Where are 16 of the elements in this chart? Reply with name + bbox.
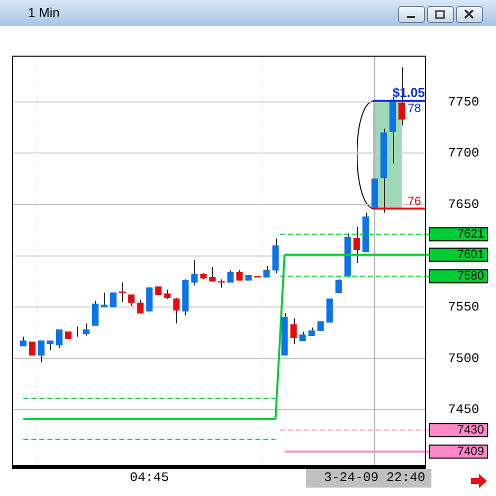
x-tick-label: 3-24-09 22:40 (324, 470, 426, 486)
y-tick-label: 7700 (448, 146, 480, 161)
x-tick-label: 04:45 (130, 470, 169, 486)
y-tick-label: 7650 (448, 196, 480, 212)
y-tick-label: 7500 (448, 350, 480, 366)
y-tick-label: 7750 (448, 94, 480, 110)
annotation: 76 (408, 194, 422, 208)
y-tick-label: 7550 (448, 299, 480, 314)
chart-title: 1 Min (28, 5, 60, 20)
annotation: 78 (408, 101, 422, 116)
ref-line-label: 7580 (457, 268, 484, 283)
y-tick-label: 7450 (448, 402, 480, 418)
ref-line-label: 7409 (457, 444, 484, 458)
ref-line-label: 7621 (457, 226, 484, 241)
ref-line-label: 7430 (457, 422, 484, 436)
ref-line-label: 7601 (457, 247, 484, 262)
